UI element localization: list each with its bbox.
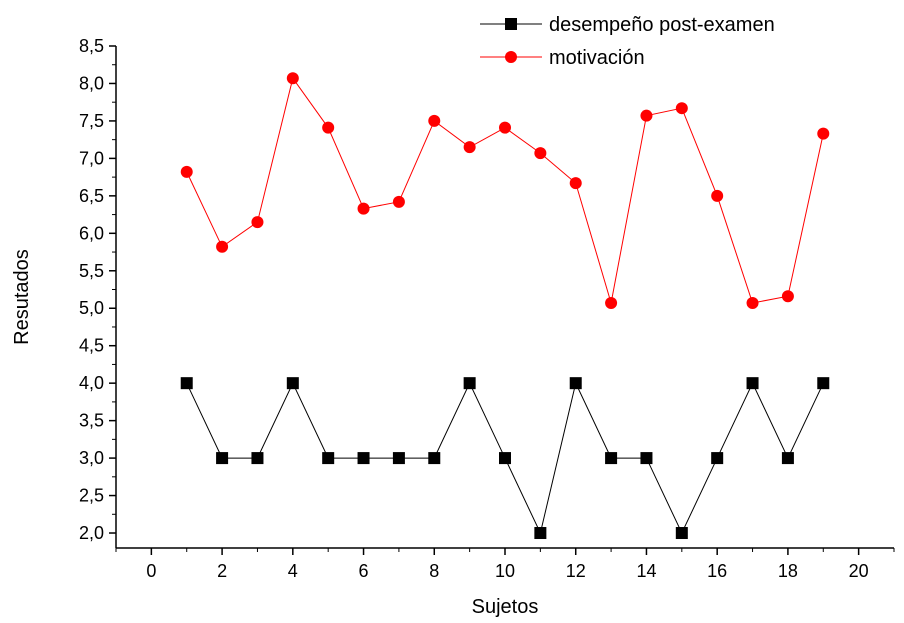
x-tick-label: 6: [359, 561, 369, 581]
data-point: [322, 121, 335, 134]
data-point: [569, 377, 582, 390]
data-point: [605, 296, 618, 309]
y-tick-label: 6,5: [79, 186, 104, 206]
data-point: [392, 452, 405, 465]
legend-marker-desempeno: [505, 18, 517, 30]
data-point: [357, 452, 370, 465]
data-point: [463, 141, 476, 154]
y-tick-label: 4,5: [79, 336, 104, 356]
data-point: [569, 177, 582, 190]
data-point: [251, 216, 264, 229]
data-point: [781, 290, 794, 303]
legend-item-motivacion: motivación: [480, 47, 645, 69]
data-point: [534, 147, 547, 160]
data-point: [322, 452, 335, 465]
y-tick-label: 2,0: [79, 523, 104, 543]
legend-item-desempeno: desempeño post-examen: [480, 14, 775, 36]
data-point: [746, 377, 759, 390]
data-point: [640, 452, 653, 465]
y-tick-label: 2,5: [79, 486, 104, 506]
y-tick-label: 7,0: [79, 148, 104, 168]
y-tick-label: 7,5: [79, 111, 104, 131]
x-tick-label: 4: [288, 561, 298, 581]
x-tick-label: 16: [707, 561, 727, 581]
data-point: [251, 452, 264, 465]
y-tick-label: 5,5: [79, 261, 104, 281]
data-point: [463, 377, 476, 390]
legend-marker-motivacion: [505, 51, 517, 63]
x-axis-title: Sujetos: [472, 596, 539, 618]
data-point: [817, 377, 830, 390]
y-tick-label: 3,5: [79, 411, 104, 431]
axes: [115, 46, 894, 549]
data-point: [675, 527, 688, 540]
data-point: [216, 452, 229, 465]
y-ticks: 2,0 2,5 3,0 3,5 4,0 4,5 5,0 5,5 6,0 6,5 7,0 7,5 8,0 8…: [79, 36, 116, 543]
x-tick-label: 0: [146, 561, 156, 581]
series-line-1: [186, 77, 824, 304]
x-tick-label: 18: [778, 561, 798, 581]
data-point: [499, 452, 511, 465]
data-point: [216, 240, 229, 253]
x-tick-label: 8: [429, 561, 439, 581]
data-point: [817, 127, 830, 140]
data-point: [534, 527, 547, 540]
x-tick-label: 14: [636, 561, 656, 581]
data-point: [180, 377, 193, 390]
y-tick-label: 6,0: [79, 223, 104, 243]
data-point: [605, 452, 618, 465]
data-point: [428, 452, 441, 465]
series-layer: [180, 72, 830, 540]
y-tick-label: 3,0: [79, 448, 104, 468]
data-point: [499, 121, 511, 134]
x-tick-label: 20: [849, 561, 869, 581]
legend: desempeño post-examen motivación: [480, 14, 775, 69]
y-tick-label: 4,0: [79, 373, 104, 393]
y-tick-label: 8,0: [79, 73, 104, 93]
data-point: [711, 452, 724, 465]
data-point: [286, 72, 299, 85]
y-tick-label: 5,0: [79, 298, 104, 318]
x-tick-label: 10: [495, 561, 515, 581]
data-point: [180, 165, 193, 178]
data-point: [746, 296, 759, 309]
data-point: [640, 109, 653, 122]
x-tick-label: 12: [566, 561, 586, 581]
x-tick-label: 2: [217, 561, 227, 581]
data-point: [286, 377, 299, 390]
legend-label-desempeno: desempeño post-examen: [549, 14, 775, 36]
data-point: [392, 195, 405, 208]
data-point: [711, 189, 724, 202]
data-point: [781, 452, 794, 465]
x-ticks: 0 2 4 6 8 10 12 14 16 18 20: [115, 548, 895, 581]
legend-label-motivacion: motivación: [549, 47, 645, 69]
y-tick-label: 8,5: [79, 36, 104, 56]
data-point: [428, 114, 441, 127]
y-axis-title: Resutados: [11, 249, 33, 345]
data-point: [357, 202, 370, 215]
data-point: [675, 102, 688, 115]
